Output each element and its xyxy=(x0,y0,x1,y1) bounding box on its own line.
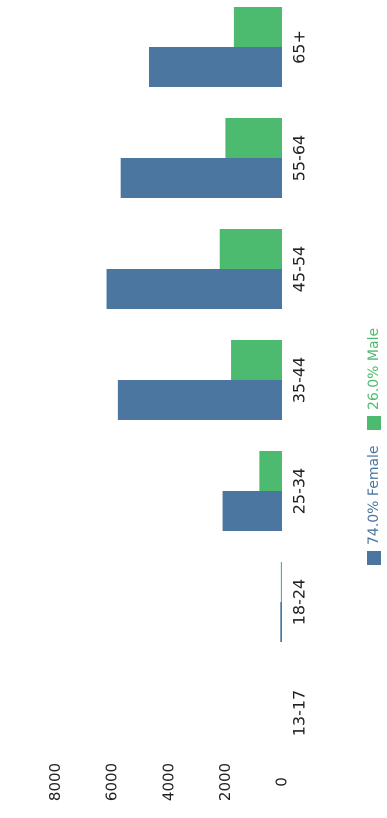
bar-male xyxy=(280,562,282,602)
bar-female xyxy=(106,269,282,309)
bar-male xyxy=(219,229,282,269)
x-tick-label: 13-17 xyxy=(290,690,309,737)
y-tick-label: 2000 xyxy=(216,763,234,801)
x-tick-label: 18-24 xyxy=(290,579,309,626)
x-tick-label: 45-54 xyxy=(290,246,309,293)
y-tick-label: 8000 xyxy=(46,763,64,801)
x-tick-label: 25-34 xyxy=(290,468,309,515)
x-tick-label: 35-44 xyxy=(290,357,309,404)
y-tick-label: 4000 xyxy=(159,763,177,801)
bar-female xyxy=(117,380,282,420)
bar-male xyxy=(233,7,282,47)
legend-label-female: 74.0% Female xyxy=(366,445,382,545)
bar-male xyxy=(225,118,282,158)
bar-female xyxy=(222,491,282,531)
y-tick-label: 0 xyxy=(273,777,291,787)
bar-female xyxy=(120,158,282,198)
legend: 74.0% Female 26.0% Male xyxy=(366,328,382,565)
bar-male xyxy=(259,451,282,491)
bar-female xyxy=(148,47,282,87)
legend-label-male: 26.0% Male xyxy=(366,328,382,410)
x-axis-labels: 13-17 18-24 25-34 35-44 45-54 55-64 65+ xyxy=(290,30,309,736)
bars xyxy=(106,7,282,642)
legend-swatch-male xyxy=(367,416,381,430)
legend-swatch-female xyxy=(367,551,381,565)
bar-female xyxy=(280,602,282,642)
y-axis-ticks: 8000 6000 4000 2000 0 xyxy=(46,763,290,801)
x-tick-label: 65+ xyxy=(290,30,309,64)
bar-male xyxy=(231,340,282,380)
x-tick-label: 55-64 xyxy=(290,135,309,182)
y-tick-label: 6000 xyxy=(103,763,121,801)
